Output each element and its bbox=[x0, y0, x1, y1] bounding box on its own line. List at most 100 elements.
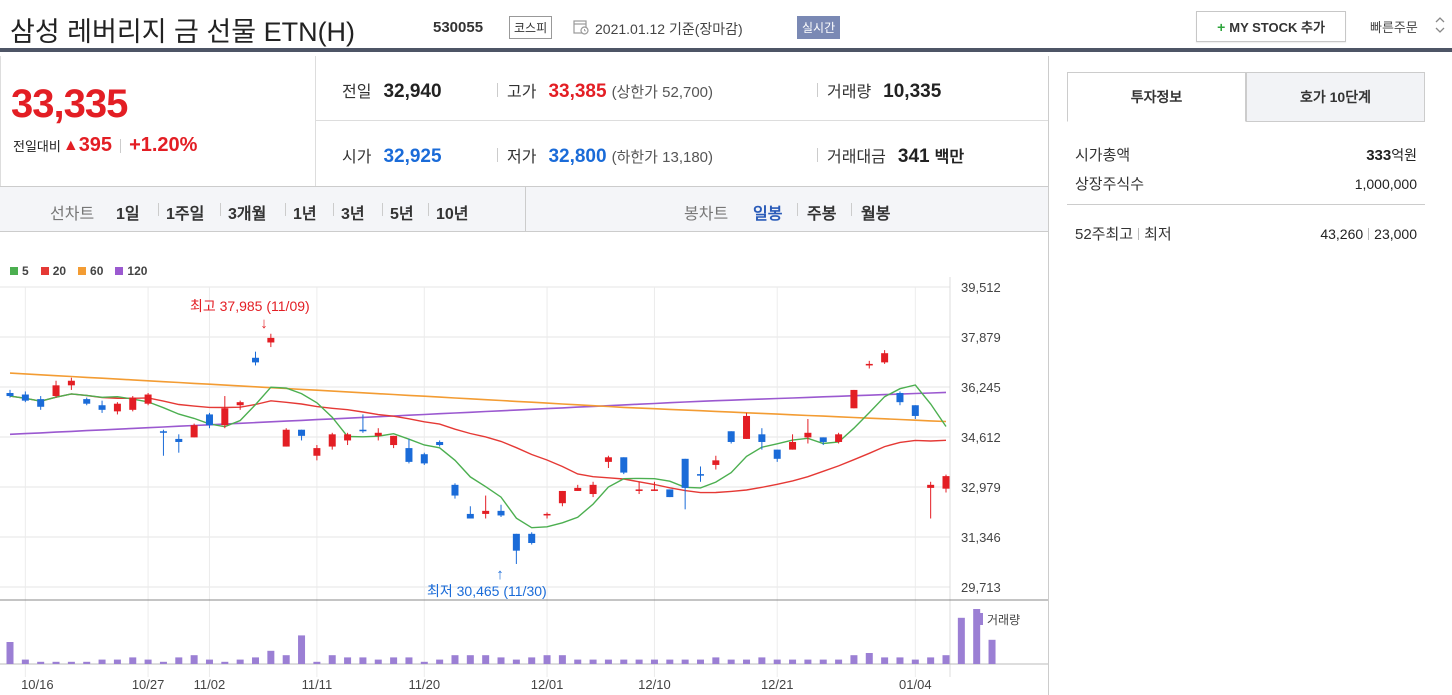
volume-bar bbox=[21, 659, 29, 664]
volume-bar bbox=[267, 650, 275, 664]
candle-body bbox=[558, 490, 566, 504]
candle-body bbox=[313, 448, 321, 456]
period-1[interactable]: 1주일 bbox=[166, 206, 205, 223]
volume-bar bbox=[374, 659, 382, 664]
divider bbox=[1067, 204, 1425, 205]
ma60-line bbox=[9, 372, 947, 423]
legend-label: 5 bbox=[22, 264, 29, 278]
legend-label: 20 bbox=[52, 264, 67, 278]
volume-bar bbox=[620, 659, 628, 664]
x-tick-label: 01/04 bbox=[899, 677, 932, 692]
divider bbox=[428, 203, 429, 216]
candle-body bbox=[650, 489, 658, 491]
divider bbox=[817, 148, 818, 162]
volume-bar bbox=[635, 659, 643, 664]
divider bbox=[851, 203, 852, 216]
volume-bar bbox=[988, 639, 996, 664]
high-price: 고가 33,385 (상한가 52,700) bbox=[507, 78, 713, 103]
volume-bar bbox=[313, 661, 321, 664]
arrow-down-icon: ↓ bbox=[260, 315, 268, 332]
candle-body bbox=[942, 476, 950, 489]
candle-body bbox=[282, 429, 290, 447]
info-tabs: 투자정보 호가 10단계 bbox=[1067, 72, 1425, 122]
x-tick-label: 10/27 bbox=[132, 677, 165, 692]
tab-investment-info[interactable]: 투자정보 bbox=[1067, 72, 1246, 122]
period-4[interactable]: 3년 bbox=[341, 206, 365, 223]
candle-body bbox=[52, 385, 60, 397]
divider bbox=[120, 138, 122, 153]
ma120-line bbox=[9, 391, 947, 436]
period-6[interactable]: 10년 bbox=[436, 206, 469, 223]
volume-bar bbox=[221, 661, 229, 664]
change-label: 전일대비 bbox=[13, 139, 61, 154]
period-0[interactable]: 1일 bbox=[116, 206, 140, 223]
x-tick-label: 12/21 bbox=[761, 677, 794, 692]
candle-body bbox=[927, 484, 935, 488]
y-tick-label: 31,346 bbox=[961, 530, 1001, 545]
period-2[interactable]: 3개월 bbox=[228, 206, 267, 223]
volume-bar bbox=[865, 653, 873, 664]
x-tick-label: 12/10 bbox=[638, 677, 671, 692]
candle-body bbox=[113, 403, 121, 412]
low-value: 32,800 bbox=[548, 146, 607, 167]
date-basis: 2021.01.12 기준(장마감) bbox=[595, 21, 743, 37]
volume-bar bbox=[359, 657, 367, 664]
legend-swatch bbox=[115, 267, 124, 275]
candle-body bbox=[298, 429, 306, 436]
candle-period-0[interactable]: 일봉 bbox=[753, 206, 783, 223]
tab-orderbook-10[interactable]: 호가 10단계 bbox=[1246, 72, 1425, 122]
divider bbox=[1138, 228, 1140, 240]
candle-body bbox=[466, 513, 474, 519]
period-5[interactable]: 5년 bbox=[390, 206, 414, 223]
change-value: 395 bbox=[78, 134, 113, 156]
volume-bar bbox=[604, 659, 612, 664]
volume-value: 10,335 bbox=[883, 81, 942, 102]
stock-title: 삼성 레버리지 금 선물 ETN(H) bbox=[10, 17, 356, 47]
volume-bar bbox=[819, 659, 827, 664]
volume-bar bbox=[789, 659, 797, 664]
chevron-up-down-icon[interactable] bbox=[1433, 13, 1447, 37]
volume-bar bbox=[973, 609, 981, 664]
ma5-line bbox=[9, 384, 947, 529]
legend-label: 60 bbox=[90, 264, 104, 278]
candle-body bbox=[727, 431, 735, 442]
candle-body bbox=[159, 431, 167, 433]
high-annotation: 최고 37,985 (11/09) bbox=[190, 298, 310, 314]
candle-period-2[interactable]: 월봉 bbox=[861, 206, 891, 223]
volume-bar bbox=[205, 659, 213, 664]
candle-body bbox=[528, 533, 536, 544]
volume-bar bbox=[83, 661, 91, 664]
realtime-button[interactable]: 실시간 bbox=[797, 16, 841, 39]
amount-label: 거래대금 bbox=[827, 149, 886, 166]
market-cap-number: 333 bbox=[1366, 147, 1392, 164]
divider bbox=[497, 148, 498, 162]
stock-code: 530055 bbox=[433, 19, 484, 36]
volume-bar bbox=[405, 657, 413, 664]
stock-header: 삼성 레버리지 금 선물 ETN(H) 530055 코스피 2021.01.1… bbox=[0, 0, 1452, 52]
candle-period-1[interactable]: 주봉 bbox=[807, 206, 837, 223]
volume: 거래량 10,335 bbox=[827, 78, 941, 103]
candle-body bbox=[390, 435, 398, 446]
upper-limit: (상한가 52,700) bbox=[611, 84, 714, 101]
legend-item: 20 bbox=[40, 264, 67, 278]
lower-limit: (하한가 13,180) bbox=[611, 149, 714, 166]
add-mystock-button[interactable]: + MY STOCK 추가 bbox=[1196, 11, 1346, 42]
candle-body bbox=[67, 380, 75, 386]
y-tick-label: 37,879 bbox=[961, 330, 1001, 345]
add-mystock-label: MY STOCK 추가 bbox=[1229, 20, 1325, 35]
candle-body bbox=[819, 437, 827, 442]
x-tick-label: 12/01 bbox=[531, 677, 564, 692]
period-3[interactable]: 1년 bbox=[293, 206, 317, 223]
candle-body bbox=[512, 533, 520, 551]
volume-bar bbox=[67, 661, 75, 664]
volume-bar bbox=[451, 655, 459, 664]
candle-body bbox=[543, 513, 551, 516]
legend-swatch bbox=[78, 267, 87, 275]
candle-body bbox=[635, 489, 643, 491]
x-tick-label: 11/11 bbox=[302, 677, 333, 692]
volume-legend-label: 거래량 bbox=[987, 613, 1020, 627]
candle-body bbox=[451, 484, 459, 496]
quick-order-button[interactable]: 빠른주문 bbox=[1370, 20, 1418, 35]
candle-body bbox=[589, 484, 597, 495]
y-tick-label: 36,245 bbox=[961, 380, 1001, 395]
